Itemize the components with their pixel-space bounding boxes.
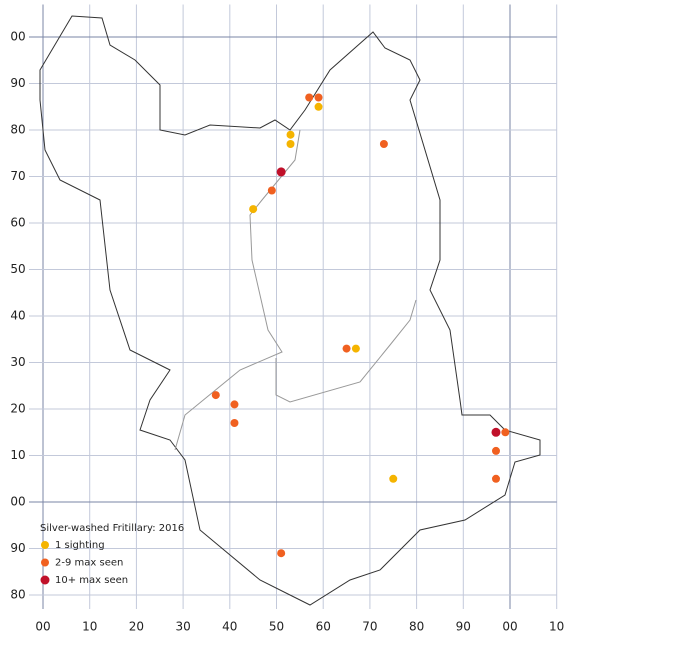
x-tick-label: 30 xyxy=(175,620,190,634)
x-tick-label: 60 xyxy=(316,620,331,634)
y-tick-label: 20 xyxy=(10,402,25,416)
sighting-point xyxy=(230,400,239,409)
y-tick-label: 00 xyxy=(10,30,25,44)
x-tick-label: 10 xyxy=(549,620,564,634)
county-boundary xyxy=(39,15,541,606)
y-tick-label: 90 xyxy=(10,541,25,555)
sighting-point xyxy=(249,205,258,214)
y-tick-label: 50 xyxy=(10,262,25,276)
sighting-point xyxy=(491,427,501,437)
y-tick-label: 30 xyxy=(10,355,25,369)
sighting-point xyxy=(342,344,351,353)
x-tick-label: 10 xyxy=(82,620,97,634)
legend-label: 1 sighting xyxy=(55,540,105,551)
y-tick-label: 60 xyxy=(10,216,25,230)
sighting-point xyxy=(267,186,276,195)
district-boundary xyxy=(174,129,301,451)
grid xyxy=(29,4,558,609)
points xyxy=(211,93,510,558)
x-tick-label: 40 xyxy=(222,620,237,634)
sighting-point xyxy=(230,419,239,427)
legend-swatch xyxy=(40,575,50,585)
x-tick-label: 00 xyxy=(35,620,50,634)
sighting-point xyxy=(211,391,220,400)
sighting-point xyxy=(491,446,500,455)
sighting-point xyxy=(389,474,398,483)
sighting-point xyxy=(314,102,323,111)
sighting-point xyxy=(314,93,323,102)
legend-swatch xyxy=(41,541,49,549)
legend: 1 sighting 2-9 max seen 10+ max seen xyxy=(40,540,128,586)
x-tick-label: 70 xyxy=(362,620,377,634)
y-tick-label: 80 xyxy=(10,588,25,602)
x-tick-label: 50 xyxy=(269,620,284,634)
sighting-point xyxy=(276,167,286,177)
sighting-point xyxy=(351,344,360,353)
y-tick-label: 00 xyxy=(10,495,25,509)
district-boundary xyxy=(275,299,417,403)
legend-label: 10+ max seen xyxy=(55,575,128,586)
y-tick-label: 80 xyxy=(10,123,25,137)
legend-title: Silver-washed Fritillary: 2016 xyxy=(40,523,184,534)
sighting-point xyxy=(286,130,295,139)
y-tick-label: 10 xyxy=(10,448,25,462)
y-tick-label: 70 xyxy=(10,169,25,183)
x-tick-label: 20 xyxy=(129,620,144,634)
x-tick-label: 00 xyxy=(502,620,517,634)
sighting-point xyxy=(286,140,295,148)
y-tick-label: 90 xyxy=(10,76,25,90)
sighting-point xyxy=(491,474,500,483)
legend-label: 2-9 max seen xyxy=(55,558,123,569)
sighting-point xyxy=(501,428,510,437)
x-tick-label: 80 xyxy=(409,620,424,634)
y-tick-label: 40 xyxy=(10,309,25,323)
sighting-point xyxy=(305,93,314,102)
x-tick-label: 90 xyxy=(456,620,471,634)
sighting-point xyxy=(277,549,286,558)
legend-swatch xyxy=(41,558,49,567)
sighting-point xyxy=(379,140,388,148)
